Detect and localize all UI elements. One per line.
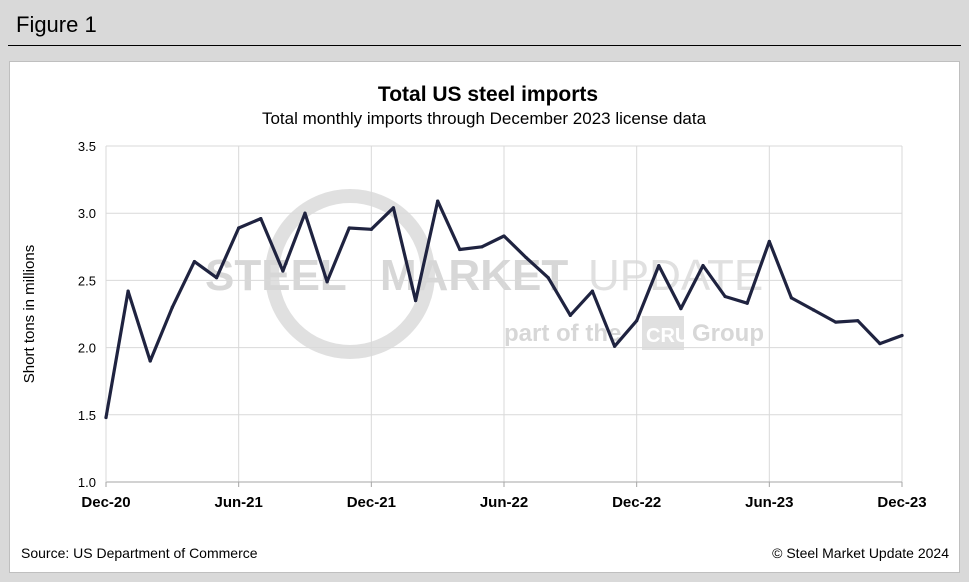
y-tick-label: 2.0	[78, 341, 96, 356]
watermark-word-update: UPDATE	[588, 251, 763, 300]
data-point-apr-22	[458, 247, 462, 252]
source-note: Source: US Department of Commerce	[21, 545, 258, 561]
copyright-note: © Steel Market Update 2024	[772, 545, 949, 561]
x-tick-label: Dec-22	[612, 494, 661, 511]
data-point-jun-22	[502, 234, 506, 238]
data-point-may-22	[480, 245, 484, 249]
data-point-apr-23	[723, 294, 727, 299]
data-point-jan-23	[657, 264, 661, 268]
y-axis-label: Short tons in millions	[21, 245, 38, 383]
data-point-jun-23	[767, 239, 771, 244]
data-point-may-21	[214, 276, 219, 280]
data-point-jan-22	[391, 206, 396, 210]
chart-panel: STEEL MARKET UPDATE part of the CRU Grou…	[9, 61, 960, 573]
figure-heading: Figure 1	[16, 12, 97, 37]
data-point-sep-23	[834, 320, 838, 324]
data-point-dec-20	[104, 415, 108, 420]
data-point-nov-23	[878, 341, 882, 346]
line-chart: STEEL MARKET UPDATE part of the CRU Grou…	[21, 83, 949, 561]
watermark-logo-ring	[265, 189, 435, 359]
chart-subtitle: Total monthly imports through December 2…	[262, 109, 707, 128]
data-point-jul-22	[524, 255, 528, 260]
data-point-sep-21	[303, 211, 307, 215]
data-point-may-23	[745, 301, 749, 305]
x-axis-ticks: Dec-20 Jun-21 Dec-21 Jun-22 Dec-22 Jun-23 Dec-…	[81, 494, 926, 511]
data-point-jul-23	[789, 296, 794, 300]
data-point-oct-23	[856, 319, 860, 323]
data-point-mar-21	[170, 305, 174, 309]
data-point-dec-21	[369, 227, 373, 231]
y-tick-label: 1.0	[78, 475, 96, 490]
y-tick-label: 2.5	[78, 273, 96, 288]
data-point-dec-22	[635, 319, 639, 323]
data-point-nov-21	[347, 226, 351, 230]
y-axis-ticks: 1.0 1.5 2.0 2.5 3.0 3.5	[78, 139, 96, 490]
data-point-jul-21	[259, 216, 263, 221]
watermark: STEEL MARKET UPDATE part of the CRU Grou…	[205, 189, 764, 359]
x-tick-label: Jun-23	[745, 494, 793, 511]
data-point-feb-21	[148, 359, 152, 363]
x-tick-label: Jun-21	[214, 494, 262, 511]
data-point-oct-21	[325, 280, 329, 284]
data-point-jun-21	[237, 226, 241, 230]
data-point-sep-22	[568, 313, 572, 317]
data-point-oct-22	[590, 289, 595, 293]
gridlines	[106, 145, 903, 482]
series-layer	[104, 199, 904, 420]
watermark-word-market: MARKET	[380, 251, 568, 300]
axes	[105, 146, 903, 487]
x-tick-label: Dec-21	[347, 494, 396, 511]
data-point-apr-21	[192, 259, 197, 264]
data-point-jan-21	[126, 289, 130, 293]
y-tick-label: 1.5	[78, 408, 96, 423]
watermark-word-steel: STEEL	[205, 251, 347, 300]
watermark-cru-logo-box	[642, 316, 684, 350]
data-point-mar-22	[436, 199, 440, 203]
data-point-aug-23	[811, 308, 816, 312]
data-point-feb-22	[413, 298, 418, 303]
data-point-aug-21	[281, 269, 285, 273]
data-point-mar-23	[701, 264, 705, 268]
data-point-nov-22	[612, 344, 617, 348]
data-point-dec-23	[900, 333, 904, 338]
data-point-aug-22	[546, 276, 550, 280]
watermark-tagline-suffix: Group	[692, 320, 764, 347]
chart-title: Total US steel imports	[378, 83, 598, 106]
heading-divider	[8, 45, 961, 46]
y-tick-label: 3.5	[78, 139, 96, 154]
x-tick-label: Jun-22	[480, 494, 528, 511]
watermark-cru-logo-text: CRU	[646, 325, 689, 347]
data-point-feb-23	[679, 307, 683, 311]
watermark-tagline-prefix: part of the	[504, 320, 621, 347]
x-tick-label: Dec-20	[81, 494, 130, 511]
y-tick-label: 3.0	[78, 206, 96, 221]
x-tick-label: Dec-23	[877, 494, 926, 511]
